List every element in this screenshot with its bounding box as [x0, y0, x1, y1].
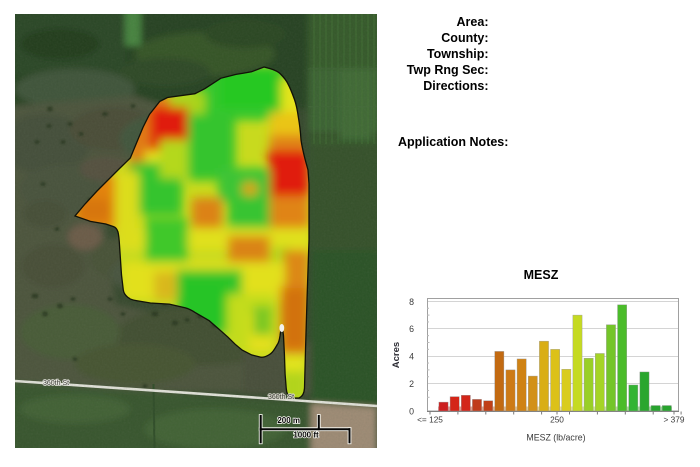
svg-text:0: 0 [409, 406, 414, 416]
svg-text:Acres: Acres [391, 342, 402, 368]
svg-text:2: 2 [409, 379, 414, 389]
svg-text:250: 250 [550, 415, 564, 425]
svg-text:> 379: > 379 [664, 415, 685, 425]
svg-text:MESZ (lb/acre): MESZ (lb/acre) [526, 433, 585, 443]
svg-text:360th St: 360th St [43, 380, 69, 387]
svg-text:<= 125: <= 125 [417, 415, 443, 425]
svg-text:8: 8 [409, 297, 414, 307]
svg-text:MESZ: MESZ [524, 268, 559, 282]
svg-text:6: 6 [409, 324, 414, 334]
svg-text:4: 4 [409, 352, 414, 362]
svg-text:360th St: 360th St [268, 394, 294, 401]
svg-text:1000 ft: 1000 ft [293, 431, 319, 440]
svg-text:200 m: 200 m [277, 416, 300, 425]
